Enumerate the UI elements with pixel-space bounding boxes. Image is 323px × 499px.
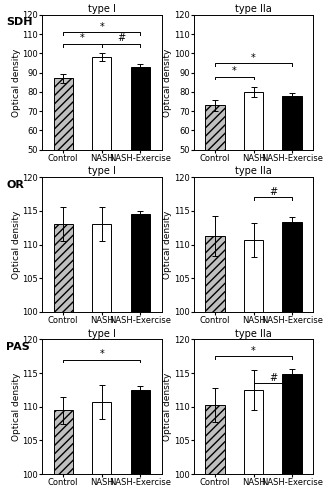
Bar [244,390,263,499]
Bar [92,57,111,246]
Y-axis label: Optical density: Optical density [12,48,21,117]
Text: *: * [99,22,104,32]
Y-axis label: Optical density: Optical density [12,210,21,279]
Title: type I: type I [88,328,116,338]
Text: #: # [117,33,125,43]
Bar [283,374,302,499]
Title: type IIa: type IIa [235,4,272,14]
Text: *: * [232,66,237,76]
Bar [205,105,224,246]
Text: *: * [80,33,85,43]
Text: #: # [269,373,277,383]
Bar [283,96,302,246]
Bar [205,405,224,499]
Bar [54,224,73,499]
Text: SDH: SDH [6,17,33,27]
Text: PAS: PAS [6,342,30,352]
Bar [54,78,73,246]
Bar [92,224,111,499]
Title: type I: type I [88,166,116,176]
Y-axis label: Optical density: Optical density [12,372,21,441]
Text: *: * [99,349,104,359]
Bar [244,240,263,499]
Bar [131,214,150,499]
Bar [131,67,150,246]
Bar [131,390,150,499]
Text: *: * [251,346,256,356]
Y-axis label: Optical density: Optical density [163,48,172,117]
Text: #: # [269,187,277,197]
Title: type IIa: type IIa [235,166,272,176]
Title: type I: type I [88,4,116,14]
Title: type IIa: type IIa [235,328,272,338]
Bar [283,222,302,499]
Bar [244,92,263,246]
Bar [54,410,73,499]
Text: *: * [251,52,256,62]
Y-axis label: Optical density: Optical density [163,372,172,441]
Bar [205,236,224,499]
Y-axis label: Optical density: Optical density [163,210,172,279]
Bar [92,402,111,499]
Text: OR: OR [6,180,24,190]
